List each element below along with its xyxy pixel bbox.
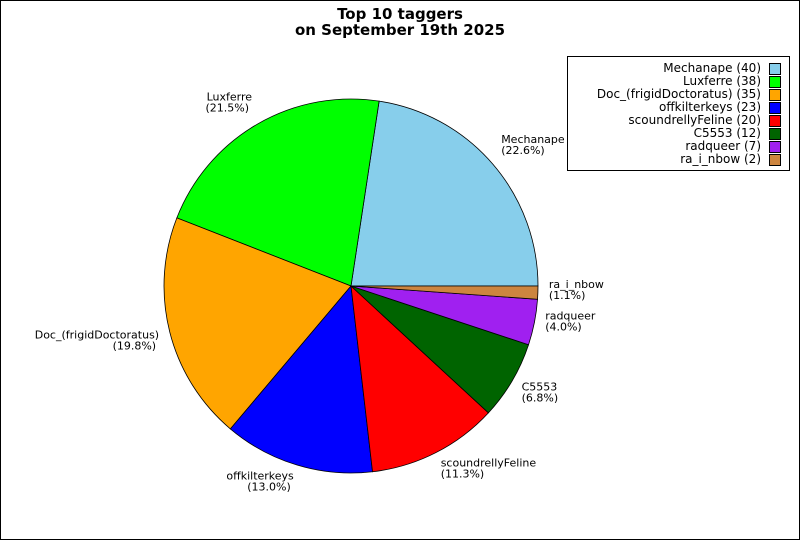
slice-label-name: C5553 <box>522 381 558 394</box>
legend-item-radqueer: radqueer (7) <box>685 140 781 153</box>
chart-legend: Mechanape (40) Luxferre (38) Doc_(frigidDo… <box>567 56 790 171</box>
slice-label-percent: (11.3%) <box>441 468 485 481</box>
slice-label-name: offkilterkeys <box>226 470 294 483</box>
pie-slice-luxferre <box>176 98 380 287</box>
slice-label-radqueer: radqueer (4.0%) <box>545 309 596 333</box>
legend-label: radqueer (7) <box>685 139 761 153</box>
slice-label-percent: (4.0%) <box>545 320 582 333</box>
chart-title-line2: on September 19th 2025 <box>294 21 506 39</box>
slice-label-c5553: C5553 (6.8%) <box>522 381 559 405</box>
legend-label: ra_i_nbow (2) <box>680 152 761 166</box>
slice-label-name: Luxferre <box>207 91 253 104</box>
legend-label: Luxferre (38) <box>682 74 761 88</box>
slice-label-percent: (1.1%) <box>549 289 586 302</box>
slice-label-scoundrellyfeline: scoundrellyFeline (11.3%) <box>441 457 537 481</box>
legend-item-doc-frigiddoctoratus: Doc_(frigidDoctoratus) (35) <box>597 88 781 101</box>
legend-swatch <box>769 153 781 166</box>
legend-item-c5553: C5553 (12) <box>694 127 781 140</box>
legend-label: Doc_(frigidDoctoratus) (35) <box>596 87 761 101</box>
slice-label-name: radqueer <box>545 309 596 322</box>
slice-label-ra-i-nbow: ra_i_nbow (1.1%) <box>549 278 604 302</box>
pie-slice-ra-i-nbow <box>350 285 539 300</box>
pie-slice-mechanape <box>350 100 539 287</box>
slice-label-name: ra_i_nbow <box>549 278 604 291</box>
legend-swatch <box>769 114 781 127</box>
legend-swatch <box>769 127 781 140</box>
slice-label-percent: (19.8%) <box>113 340 157 353</box>
legend-item-ra-i-nbow: ra_i_nbow (2) <box>680 153 781 166</box>
legend-swatch <box>769 62 781 75</box>
pie-slice-doc-frigiddoctoratus <box>163 217 352 430</box>
pie-slice-scoundrellyfeline <box>350 284 489 473</box>
slice-label-percent: (13.0%) <box>247 481 291 494</box>
legend-item-luxferre: Luxferre (38) <box>683 75 781 88</box>
legend-swatch <box>769 140 781 153</box>
slice-label-percent: (21.5%) <box>205 102 249 115</box>
slice-label-name: Doc_(frigidDoctoratus) <box>35 329 159 342</box>
slice-label-mechanape: Mechanape (22.6%) <box>501 133 565 157</box>
legend-swatch <box>769 101 781 114</box>
slice-label-percent: (22.6%) <box>501 144 545 157</box>
legend-label: offkilterkeys (23) <box>659 100 761 114</box>
legend-label: Mechanape (40) <box>663 61 761 75</box>
legend-item-offkilterkeys: offkilterkeys (23) <box>659 101 781 114</box>
legend-swatch <box>769 88 781 101</box>
legend-label: C5553 (12) <box>693 126 761 140</box>
legend-item-scoundrellyfeline: scoundrellyFeline (20) <box>628 114 781 127</box>
slice-label-doc-frigiddoctoratus: Doc_(frigidDoctoratus) (19.8%) <box>35 329 159 353</box>
legend-item-mechanape: Mechanape (40) <box>663 62 781 75</box>
legend-swatch <box>769 75 781 88</box>
chart-title-line1: Top 10 taggers <box>337 5 463 23</box>
legend-label: scoundrellyFeline (20) <box>628 113 761 127</box>
slice-label-luxferre: Luxferre (21.5%) <box>205 91 252 115</box>
pie-slice-offkilterkeys <box>229 285 373 474</box>
slice-label-offkilterkeys: offkilterkeys (13.0%) <box>226 470 294 494</box>
slice-label-percent: (6.8%) <box>522 392 559 405</box>
slice-label-name: Mechanape <box>501 133 565 146</box>
slice-label-name: scoundrellyFeline <box>441 457 537 470</box>
chart-title: Top 10 taggers on September 19th 2025 <box>1 6 799 38</box>
